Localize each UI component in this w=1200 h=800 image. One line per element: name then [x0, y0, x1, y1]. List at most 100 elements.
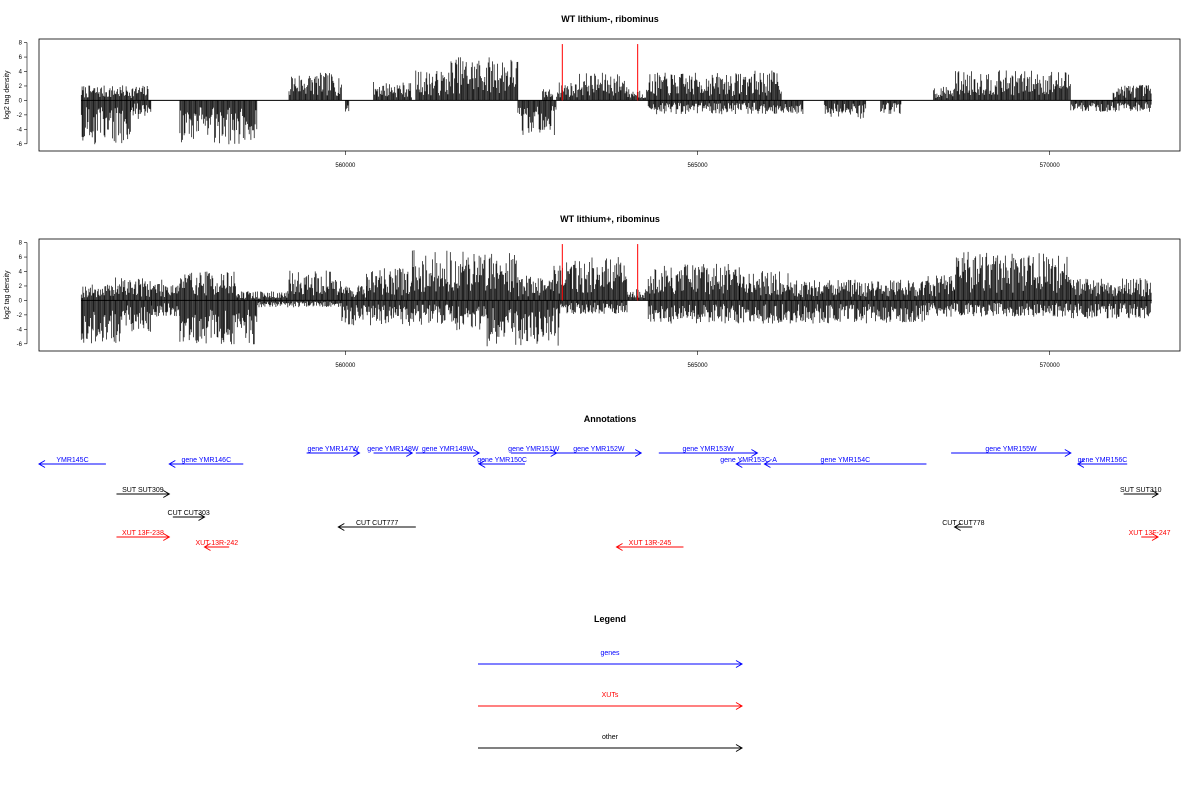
annotation-label: XUT 13F-247 — [1129, 530, 1171, 537]
feature-arrow — [172, 513, 206, 521]
y-tick-label: 4 — [19, 70, 23, 76]
y-tick-label: 6 — [19, 255, 23, 261]
y-tick-label: -6 — [17, 142, 23, 148]
annotation-feature: gene YMR155W — [951, 446, 1072, 457]
annotation-label: gene YMR156C — [1078, 457, 1128, 464]
x-tick-label: 565000 — [688, 163, 709, 169]
x-tick-label: 560000 — [335, 163, 356, 169]
annotation-label: gene YMR148W — [367, 446, 419, 453]
legend-item: XUTs — [478, 692, 743, 710]
annotation-label: gene YMR153C-A — [720, 457, 777, 464]
feature-arrow — [116, 533, 171, 541]
annotation-features: YMR145C gene YMR146C gene YMR147W gene YMR1… — [38, 446, 1171, 551]
annotation-feature: gene YMR154C — [763, 457, 927, 468]
y-tick-label: 0 — [19, 98, 23, 104]
panel1-x-axis: 560000 565000 570000 — [335, 151, 1060, 169]
y-tick-label: 8 — [19, 241, 23, 247]
annotation-feature: gene YMR152W — [556, 446, 643, 457]
legend: Legend genes XUTs other — [478, 614, 743, 752]
annotation-feature: XUT 13F-238 — [116, 530, 171, 541]
feature-arrow — [38, 460, 106, 468]
annotations-title: Annotations — [584, 414, 637, 424]
feature-arrow — [478, 744, 743, 752]
panel1-frame — [38, 38, 1181, 152]
feature-arrow — [1141, 533, 1159, 541]
annotation-label: XUT 13F-238 — [122, 530, 164, 537]
annotation-label: XUT 13R-245 — [629, 540, 672, 547]
panel1-y-axis: -6 -4 -2 0 2 4 6 8 — [17, 41, 28, 148]
feature-arrow — [478, 460, 525, 468]
annotation-feature: gene YMR149W — [415, 446, 481, 457]
annotation-feature: gene YMR150C — [477, 457, 527, 468]
feature-arrow — [735, 460, 761, 468]
annotation-label: XUT 13R-242 — [195, 540, 238, 547]
annotation-label: gene YMR155W — [985, 446, 1037, 453]
annotation-feature: gene YMR148W — [367, 446, 419, 457]
panel2-frame — [38, 238, 1181, 352]
annotation-label: gene YMR154C — [821, 457, 871, 464]
feature-arrow — [116, 490, 171, 498]
annotation-feature: SUT SUT310 — [1120, 487, 1162, 498]
feature-arrow — [337, 523, 416, 531]
annotation-feature: XUT 13R-242 — [195, 540, 238, 551]
feature-arrow — [478, 660, 743, 668]
panel1-density-bars — [80, 57, 1152, 145]
feature-arrow — [203, 543, 230, 551]
annotation-feature: SUT SUT309 — [116, 487, 171, 498]
annotation-feature: gene YMR153C-A — [720, 457, 777, 468]
annotation-feature: gene YMR151W — [508, 446, 560, 457]
panel2-title: WT lithium+, ribominus — [560, 214, 660, 224]
annotations-track: Annotations YMR145C gene YMR146C gene YMR1… — [38, 414, 1171, 551]
feature-arrow — [951, 449, 1072, 457]
annotation-feature: XUT 13F-247 — [1129, 530, 1171, 541]
legend-title: Legend — [594, 614, 626, 624]
y-tick-label: -2 — [17, 313, 23, 319]
y-tick-label: 6 — [19, 55, 23, 61]
annotation-label: SUT SUT310 — [1120, 487, 1162, 494]
x-tick-label: 565000 — [688, 363, 709, 369]
annotation-label: SUT SUT309 — [122, 487, 164, 494]
feature-arrow — [658, 449, 759, 457]
panel-lithium-minus: WT lithium-, ribominus log2 tag density … — [4, 14, 1181, 169]
legend-item: genes — [478, 650, 743, 668]
annotation-label: CUT CUT777 — [356, 520, 398, 527]
x-tick-label: 570000 — [1040, 363, 1061, 369]
y-tick-label: -6 — [17, 342, 23, 348]
annotation-label: CUT CUT303 — [168, 510, 210, 517]
feature-arrow — [763, 460, 927, 468]
feature-arrow — [615, 543, 684, 551]
feature-arrow — [415, 449, 481, 457]
annotation-feature: XUT 13R-245 — [615, 540, 684, 551]
feature-arrow — [373, 449, 414, 457]
panel2-y-axis: -6 -4 -2 0 2 4 6 8 — [17, 241, 28, 348]
panel-lithium-plus: WT lithium+, ribominus log2 tag density … — [4, 214, 1181, 369]
y-tick-label: 2 — [19, 284, 23, 290]
feature-arrow — [1076, 460, 1128, 468]
panel1-title: WT lithium-, ribominus — [561, 14, 659, 24]
y-tick-label: 2 — [19, 84, 23, 90]
feature-arrow — [168, 460, 244, 468]
annotation-label: gene YMR152W — [573, 446, 625, 453]
annotation-label: YMR145C — [56, 457, 88, 464]
panel2-x-axis: 560000 565000 570000 — [335, 351, 1060, 369]
y-tick-label: -2 — [17, 113, 23, 119]
annotation-feature: CUT CUT778 — [942, 520, 985, 531]
annotation-label: gene YMR149W — [422, 446, 474, 453]
annotation-feature: gene YMR156C — [1076, 457, 1128, 468]
annotation-label: gene YMR153W — [682, 446, 734, 453]
y-tick-label: 0 — [19, 298, 23, 304]
annotation-feature: YMR145C — [38, 457, 106, 468]
feature-arrow — [478, 702, 743, 710]
legend-item: other — [478, 734, 743, 752]
panel1-ylabel: log2 tag density — [4, 70, 11, 120]
annotation-label: gene YMR147W — [307, 446, 359, 453]
y-tick-label: -4 — [17, 127, 23, 133]
x-tick-label: 560000 — [335, 363, 356, 369]
feature-arrow — [1123, 490, 1159, 498]
feature-arrow — [306, 449, 361, 457]
annotation-label: gene YMR151W — [508, 446, 560, 453]
panel2-density-bars — [80, 250, 1152, 347]
y-tick-label: 4 — [19, 270, 23, 276]
legend-label: XUTs — [602, 692, 619, 699]
